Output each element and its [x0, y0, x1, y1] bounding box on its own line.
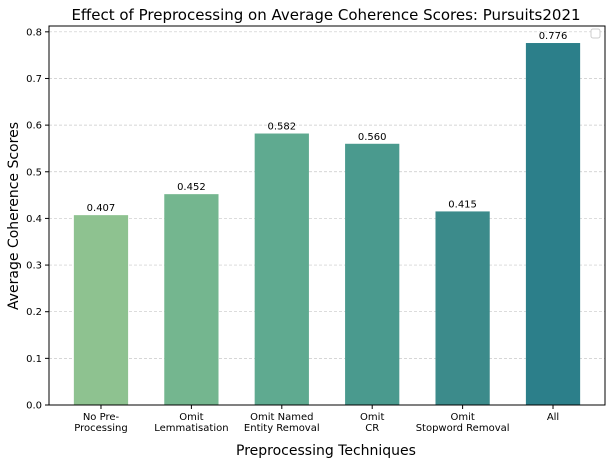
bar-value-label: 0.582 — [267, 122, 296, 133]
x-tick-label: No Pre- — [83, 412, 120, 423]
y-tick-label: 0.8 — [26, 27, 42, 38]
x-tick-label: Stopword Removal — [416, 423, 510, 434]
y-tick-label: 0.1 — [26, 354, 42, 365]
x-tick-label: Lemmatisation — [154, 423, 228, 434]
bar — [164, 194, 219, 405]
bar — [525, 43, 581, 405]
gridlines — [49, 31, 605, 359]
bar-value-label: 0.560 — [358, 132, 387, 143]
bar-value-label: 0.776 — [539, 31, 568, 42]
chart-title: Effect of Preprocessing on Average Coher… — [71, 6, 580, 24]
x-tick-label: Omit Named — [250, 412, 313, 423]
data-labels: 0.407 0.452 0.582 0.560 0.415 0.776 — [87, 31, 568, 214]
y-tick-label: 0.2 — [26, 307, 42, 318]
y-tick-label: 0.4 — [26, 214, 42, 225]
bar-value-label: 0.452 — [177, 182, 206, 193]
bar — [254, 133, 309, 405]
x-tick-label: Entity Removal — [244, 423, 320, 434]
bar — [73, 215, 129, 405]
bar-value-label: 0.415 — [448, 199, 477, 210]
x-axis-title: Preprocessing Techniques — [236, 443, 416, 459]
y-axis-ticks: 0.0 0.1 0.2 0.3 0.4 0.5 0.6 0.7 0.8 — [26, 27, 49, 412]
y-tick-label: 0.5 — [26, 167, 42, 178]
y-tick-label: 0.7 — [26, 74, 42, 85]
y-tick-label: 0.0 — [26, 401, 42, 412]
y-tick-label: 0.6 — [26, 121, 42, 132]
x-tick-label: Omit — [179, 412, 203, 423]
bar — [435, 211, 490, 405]
plot-frame — [48, 25, 606, 406]
x-tick-label: Processing — [74, 423, 127, 434]
y-tick-label: 0.3 — [26, 261, 42, 272]
x-tick-label: CR — [365, 423, 379, 434]
x-tick-label: Omit — [360, 412, 384, 423]
x-tick-label: All — [547, 412, 559, 423]
bar — [345, 143, 400, 405]
x-tick-label: Omit — [450, 412, 474, 423]
legend-box — [590, 28, 601, 39]
bars — [73, 43, 581, 405]
bar-value-label: 0.407 — [87, 203, 116, 214]
y-axis-title: Average Coherence Scores — [6, 122, 22, 310]
